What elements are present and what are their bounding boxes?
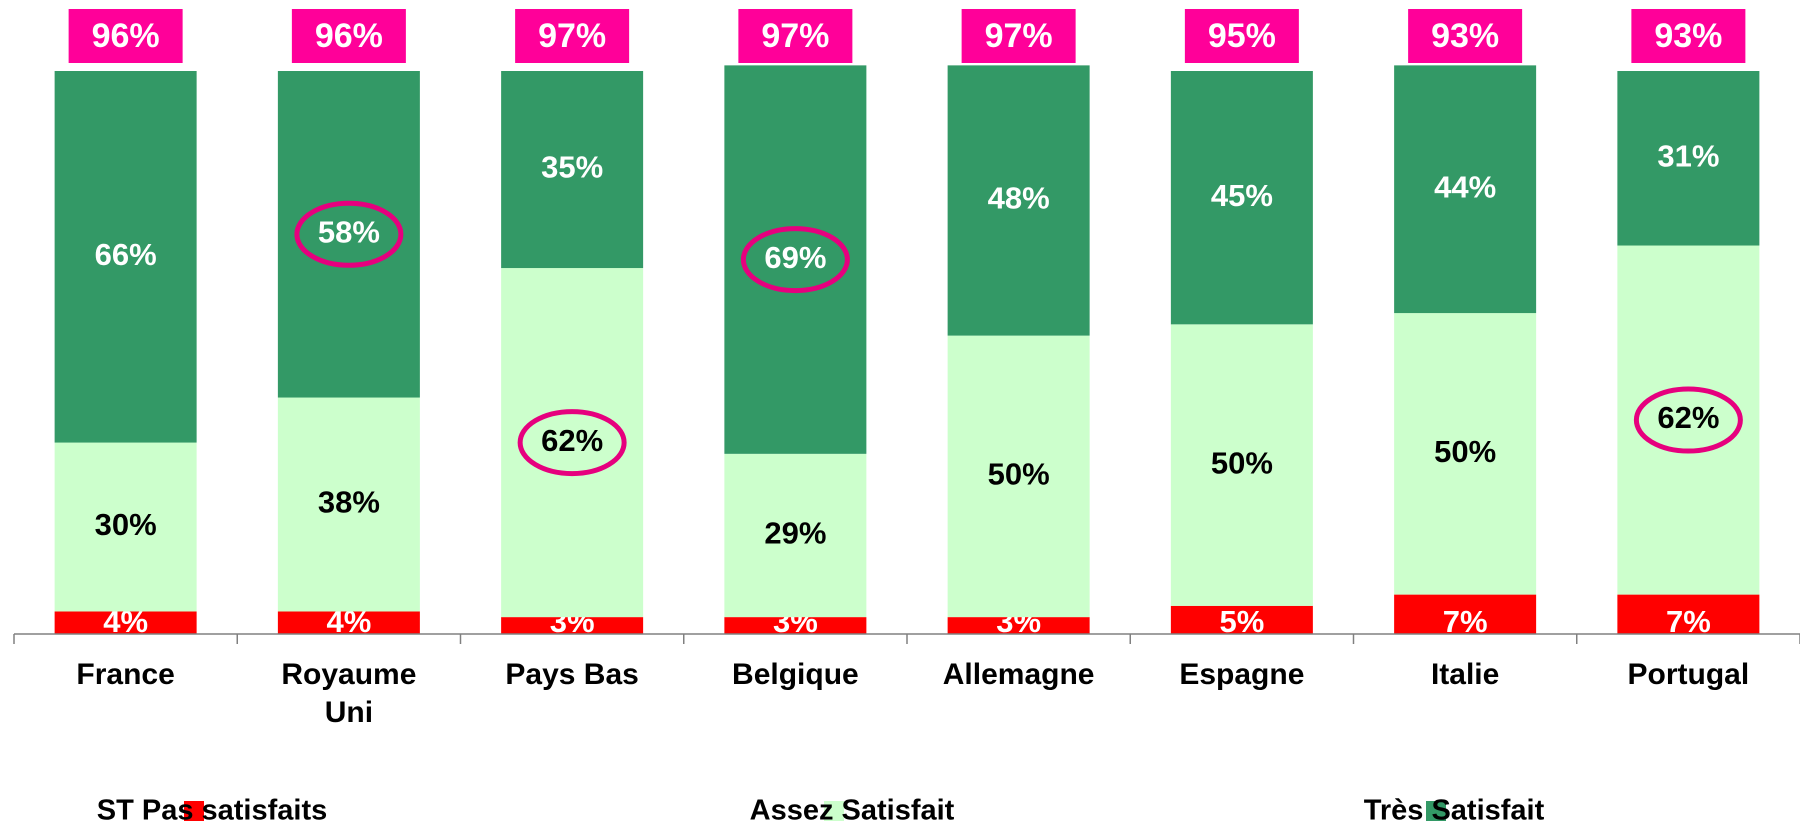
data-label: 31% (1657, 138, 1719, 173)
x-tick-label: Belgique (732, 658, 859, 691)
highlight-circle (1633, 386, 1743, 454)
total-label: 93% (1654, 17, 1722, 55)
bar-segment (1170, 605, 1313, 634)
total-label: 97% (985, 17, 1053, 55)
data-label: 69% (764, 240, 826, 275)
bar-segment (54, 71, 197, 443)
bar-segment (501, 617, 644, 634)
legend-swatch (824, 801, 844, 821)
data-label: 29% (764, 516, 826, 551)
data-label: 35% (541, 150, 603, 185)
total-label: 95% (1208, 17, 1276, 55)
bar-segment (1170, 71, 1313, 325)
total-label: 97% (538, 17, 606, 55)
total-box (1408, 9, 1523, 63)
total-label: 93% (1431, 17, 1499, 55)
x-tick-label: Royaume Uni (281, 658, 417, 729)
legend-label: ST Pas satisfaits (97, 795, 328, 825)
data-label: 30% (95, 507, 157, 542)
highlight-circle (517, 409, 627, 477)
data-label: 50% (988, 457, 1050, 492)
data-label: 38% (318, 485, 380, 520)
x-tick-label: France (76, 658, 175, 691)
bar-segment (277, 71, 420, 398)
data-label: 66% (95, 237, 157, 272)
x-tick-label: Allemagne (942, 658, 1095, 691)
bar-segment (277, 611, 420, 634)
total-box (738, 9, 853, 63)
highlight-circle (740, 226, 850, 294)
total-box (961, 9, 1076, 63)
total-label: 96% (92, 17, 160, 55)
legend-label: Assez Satisfait (750, 795, 955, 825)
total-label: 97% (761, 17, 829, 55)
bar-segment (1394, 594, 1537, 634)
bar-segment (947, 65, 1090, 336)
data-label: 45% (1211, 178, 1273, 213)
bar-segment (724, 617, 867, 634)
data-label: 48% (988, 181, 1050, 216)
bar-segment (1617, 594, 1760, 634)
bar-segment (1170, 324, 1313, 606)
total-label: 96% (315, 17, 383, 55)
bar-segment (1394, 313, 1537, 595)
x-tick-label: Espagne (1179, 658, 1305, 691)
bar-segment (277, 397, 420, 612)
data-label: 50% (1434, 434, 1496, 469)
total-box (68, 9, 183, 63)
x-tick-label: Italie (1430, 658, 1500, 691)
bar-segment (1617, 245, 1760, 595)
bar-segment (724, 65, 867, 454)
bar-segment (1617, 71, 1760, 246)
data-label: 62% (1657, 400, 1719, 435)
data-label: 58% (318, 214, 380, 249)
bar-segment (1394, 65, 1537, 314)
bar-segment (54, 442, 197, 612)
total-box (1184, 9, 1299, 63)
legend-label: Très Satisfait (1364, 795, 1545, 825)
data-label: 44% (1434, 169, 1496, 204)
bar-segment (501, 268, 644, 618)
legend-swatch (1426, 801, 1446, 821)
bar-segment (724, 453, 867, 618)
highlight-circle (294, 200, 404, 268)
data-label: 50% (1211, 445, 1273, 480)
bar-segment (947, 617, 1090, 634)
bar-segment (501, 71, 644, 269)
data-label: 62% (541, 423, 603, 458)
legend-swatch (184, 801, 204, 821)
bar-segment (54, 611, 197, 634)
total-box (1631, 9, 1746, 63)
bar-segment (947, 335, 1090, 618)
x-tick-label: Portugal (1627, 658, 1750, 691)
x-tick-label: Pays Bas (505, 658, 639, 691)
total-box (291, 9, 406, 63)
total-box (515, 9, 630, 63)
